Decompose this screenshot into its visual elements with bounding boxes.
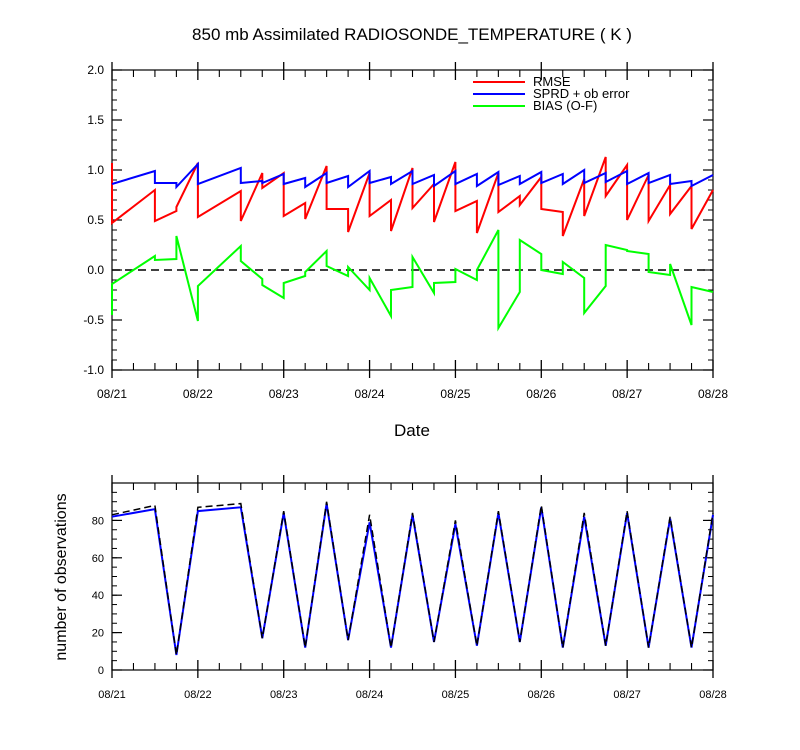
- legend-label: SPRD + ob error: [533, 86, 630, 101]
- legend-label: BIAS (O-F): [533, 98, 597, 113]
- x-tick-label: 08/23: [269, 387, 299, 401]
- y-tick-label: -1.0: [83, 363, 104, 377]
- y-tick-label: 1.0: [87, 163, 104, 177]
- x-tick-label: 08/28: [699, 689, 727, 701]
- y-tick-label: 80: [92, 515, 104, 527]
- x-tick-label: 08/26: [528, 689, 556, 701]
- x-tick-label: 08/28: [698, 387, 728, 401]
- series-line-rmse: [111, 156, 714, 237]
- x-tick-label: 08/25: [440, 387, 470, 401]
- series-line-total: [111, 501, 714, 656]
- series-line-bias-o-f-: [111, 229, 714, 332]
- plot-frame: [111, 69, 714, 371]
- legend-label: RMSE: [533, 74, 571, 89]
- y-tick-label: 60: [92, 553, 104, 565]
- x-tick-label: 08/22: [183, 387, 213, 401]
- y-tick-label: 0: [98, 665, 104, 677]
- x-tick-label: 08/24: [356, 689, 384, 701]
- y-tick-label: 2.0: [87, 63, 104, 77]
- x-tick-label: 08/22: [184, 689, 212, 701]
- bottom-chart-plot: 0 20 40 60 80 08/21 08/22 08/23 08/24 08/25 08/26 0…: [92, 475, 727, 701]
- x-tick-label: 08/23: [270, 689, 298, 701]
- x-tick-label: 08/21: [98, 689, 126, 701]
- y-tick-label: 20: [92, 628, 104, 640]
- chart-title: 850 mb Assimilated RADIOSONDE_TEMPERATUR…: [192, 25, 632, 44]
- series-line-sprd-ob-error: [111, 161, 714, 190]
- x-tick-label: 08/25: [442, 689, 470, 701]
- x-tick-label: 08/26: [526, 387, 556, 401]
- x-axis-label: Date: [394, 421, 430, 440]
- y-tick-label: 1.5: [87, 113, 104, 127]
- y-tick-label: 0.5: [87, 213, 104, 227]
- y-axis-label-observations: number of observations: [53, 493, 70, 660]
- y-tick-label: 0.0: [87, 263, 104, 277]
- x-tick-label: 08/27: [612, 387, 642, 401]
- top-chart-plot: -1.0 -0.5 0.0 0.5 1.0 1.5 2.0 08/21 08/22 08/23 08…: [83, 62, 728, 401]
- x-tick-label: 08/21: [97, 387, 127, 401]
- x-tick-label: 08/27: [613, 689, 641, 701]
- y-tick-label: 40: [92, 590, 104, 602]
- y-tick-label: -0.5: [83, 313, 104, 327]
- series-line-assimilated: [111, 503, 714, 656]
- x-tick-label: 08/24: [355, 387, 385, 401]
